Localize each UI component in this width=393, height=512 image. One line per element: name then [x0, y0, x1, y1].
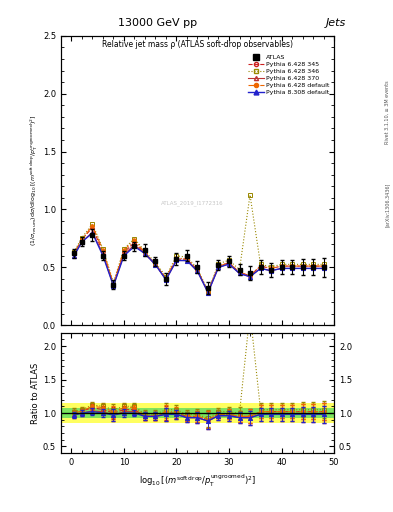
Text: [arXiv:1306.3436]: [arXiv:1306.3436] [385, 183, 389, 227]
Text: ATLAS_2019_I1772316: ATLAS_2019_I1772316 [161, 201, 223, 206]
Y-axis label: $(1/\sigma_\mathrm{resum})\,\mathrm{d}\sigma/\mathrm{d}\log_{10}[(m^{\mathrm{sof: $(1/\sigma_\mathrm{resum})\,\mathrm{d}\s… [29, 115, 40, 246]
Text: Relative jet mass ρ (ATLAS soft-drop observables): Relative jet mass ρ (ATLAS soft-drop obs… [102, 40, 293, 49]
X-axis label: $\log_{10}[(m^{\mathrm{soft\,drop}}/p_\mathrm{T}^{\mathrm{ungroomed}})^2]$: $\log_{10}[(m^{\mathrm{soft\,drop}}/p_\m… [139, 473, 256, 489]
Y-axis label: Ratio to ATLAS: Ratio to ATLAS [31, 362, 40, 423]
Text: 13000 GeV pp: 13000 GeV pp [118, 18, 197, 28]
Text: Rivet 3.1.10, ≥ 3M events: Rivet 3.1.10, ≥ 3M events [385, 81, 389, 144]
Legend: ATLAS, Pythia 6.428 345, Pythia 6.428 346, Pythia 6.428 370, Pythia 6.428 defaul: ATLAS, Pythia 6.428 345, Pythia 6.428 34… [247, 53, 331, 96]
Text: Jets: Jets [325, 18, 346, 28]
